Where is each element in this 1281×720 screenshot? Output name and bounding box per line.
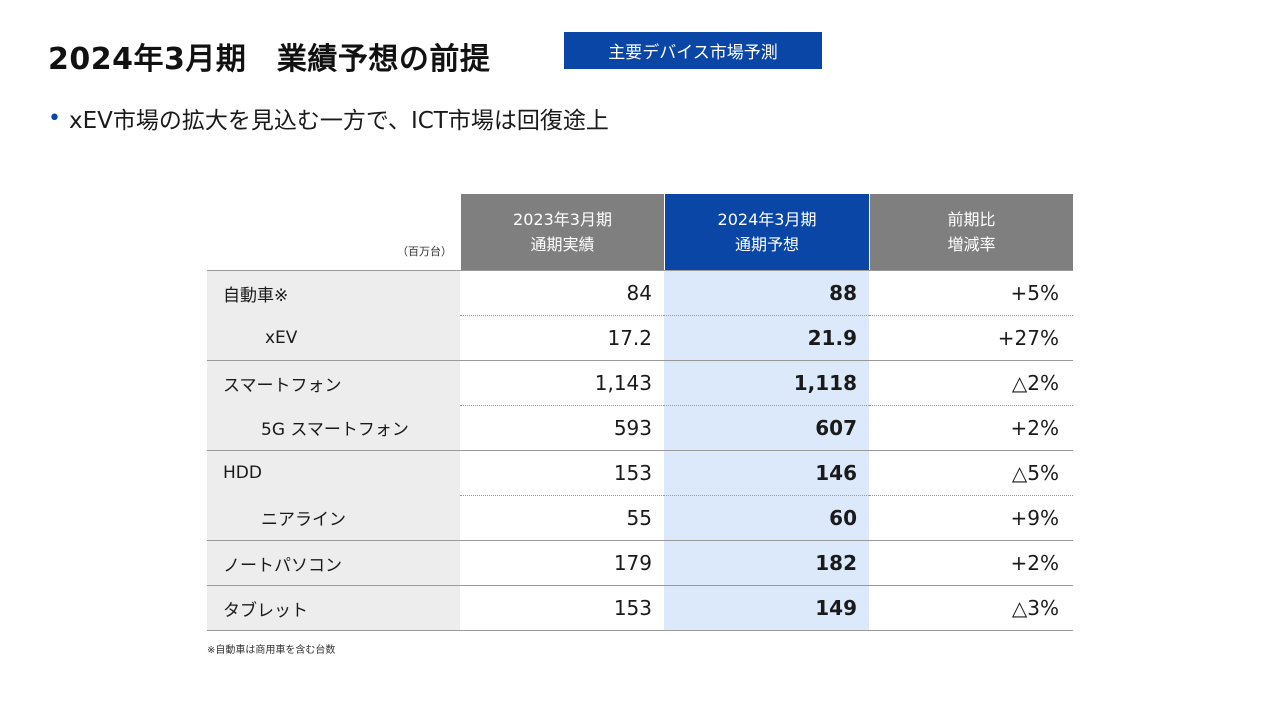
- table-row-notebook-pc: ノートパソコン 179 182 +2%: [207, 540, 1073, 585]
- change-value: +2%: [869, 540, 1073, 585]
- table-row-nearline: ニアライン 55 60 +9%: [207, 495, 1073, 540]
- table-row-automobile: 自動車※ 84 88 +5%: [207, 270, 1073, 315]
- change-value: +27%: [869, 315, 1073, 360]
- forecast-value: 607: [664, 405, 869, 450]
- table-header: （百万台） 2023年3月期 通期実績 2024年3月期 通期予想 前期比 増減…: [207, 194, 1073, 270]
- table-row-tablet: タブレット 153 149 △3%: [207, 585, 1073, 630]
- actual-value: 593: [460, 405, 664, 450]
- header-forecast: 2024年3月期 通期予想: [664, 194, 869, 270]
- row-label: 自動車※: [207, 270, 460, 315]
- actual-value: 84: [460, 270, 664, 315]
- page-title: 2024年3月期 業績予想の前提: [48, 42, 491, 77]
- change-value: +5%: [869, 270, 1073, 315]
- footnote: ※自動車は商用車を含む台数: [207, 645, 336, 656]
- unit-cell: （百万台）: [207, 194, 460, 270]
- forecast-value: 182: [664, 540, 869, 585]
- forecast-value: 60: [664, 495, 869, 540]
- change-value: △2%: [869, 360, 1073, 405]
- bullet-point: • xEV市場の拡大を見込む一方で、ICT市場は回復途上: [48, 101, 609, 135]
- bullet-dot-icon: •: [48, 105, 61, 131]
- unit-label: （百万台）: [397, 245, 452, 258]
- market-forecast-table: （百万台） 2023年3月期 通期実績 2024年3月期 通期予想 前期比 増減…: [207, 194, 1073, 631]
- bullet-text: xEV市場の拡大を見込む一方で、ICT市場は回復途上: [68, 108, 609, 134]
- table-bottom-rule: [207, 630, 1073, 631]
- actual-value: 17.2: [460, 315, 664, 360]
- actual-value: 1,143: [460, 360, 664, 405]
- table-row-hdd: HDD 153 146 △5%: [207, 450, 1073, 495]
- row-label: xEV: [207, 315, 460, 360]
- actual-value: 179: [460, 540, 664, 585]
- row-label: タブレット: [207, 585, 460, 630]
- row-label: HDD: [207, 450, 460, 495]
- change-value: △3%: [869, 585, 1073, 630]
- actual-value: 153: [460, 450, 664, 495]
- forecast-value: 88: [664, 270, 869, 315]
- change-value: +2%: [869, 405, 1073, 450]
- change-value: △5%: [869, 450, 1073, 495]
- actual-value: 55: [460, 495, 664, 540]
- forecast-value: 146: [664, 450, 869, 495]
- row-label: ノートパソコン: [207, 540, 460, 585]
- row-label: ニアライン: [207, 495, 460, 540]
- table-row-5g-smartphone: 5G スマートフォン 593 607 +2%: [207, 405, 1073, 450]
- table-row-smartphone: スマートフォン 1,143 1,118 △2%: [207, 360, 1073, 405]
- row-label: 5G スマートフォン: [207, 405, 460, 450]
- header-actual: 2023年3月期 通期実績: [460, 194, 664, 270]
- forecast-value: 149: [664, 585, 869, 630]
- section-badge: 主要デバイス市場予測: [564, 32, 822, 69]
- forecast-value: 1,118: [664, 360, 869, 405]
- forecast-value: 21.9: [664, 315, 869, 360]
- table-row-xev: xEV 17.2 21.9 +27%: [207, 315, 1073, 360]
- header-change: 前期比 増減率: [869, 194, 1073, 270]
- actual-value: 153: [460, 585, 664, 630]
- change-value: +9%: [869, 495, 1073, 540]
- row-label: スマートフォン: [207, 360, 460, 405]
